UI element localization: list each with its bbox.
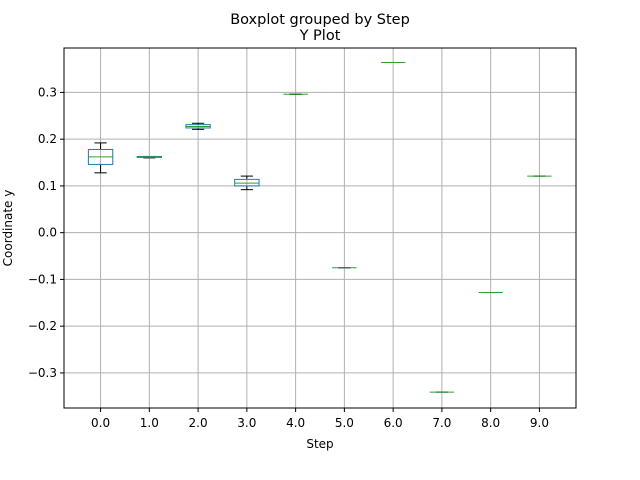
chart-suptitle: Boxplot grouped by Step [230,12,410,28]
x-tick-label: 6.0 [384,416,403,430]
x-tick-label: 7.0 [432,416,451,430]
box-step-3.0 [234,175,260,191]
x-tick-label: 4.0 [286,416,305,430]
y-tick-label: −0.2 [28,319,57,333]
axis-ticks: 0.3 0.2 0.1 0.0 −0.1 −0.2 −0.3 0.0 1.0 2.0 3.0 4.0 5… [28,85,549,430]
box-step-0.0 [87,142,114,174]
x-tick-label: 2.0 [189,416,208,430]
y-axis-label: Coordinate y [1,190,15,267]
grid [64,48,576,408]
plot-area-frame [63,47,577,409]
x-axis-label: Step [306,437,333,451]
box-step-1.0 [136,155,163,159]
x-tick-label: 9.0 [530,416,549,430]
y-tick-label: −0.1 [28,272,57,286]
x-tick-label: 0.0 [91,416,110,430]
y-tick-label: 0.2 [38,132,57,146]
y-tick-label: 0.3 [38,85,57,99]
y-tick-label: 0.1 [38,179,57,193]
x-tick-label: 3.0 [237,416,256,430]
x-tick-label: 1.0 [140,416,159,430]
chart-title: Y Plot [299,28,341,44]
x-tick-label: 8.0 [481,416,500,430]
x-tick-label: 5.0 [335,416,354,430]
y-tick-label: −0.3 [28,366,57,380]
y-tick-label: 0.0 [38,226,57,240]
box-step-2.0 [185,122,211,130]
boxes [87,61,552,393]
